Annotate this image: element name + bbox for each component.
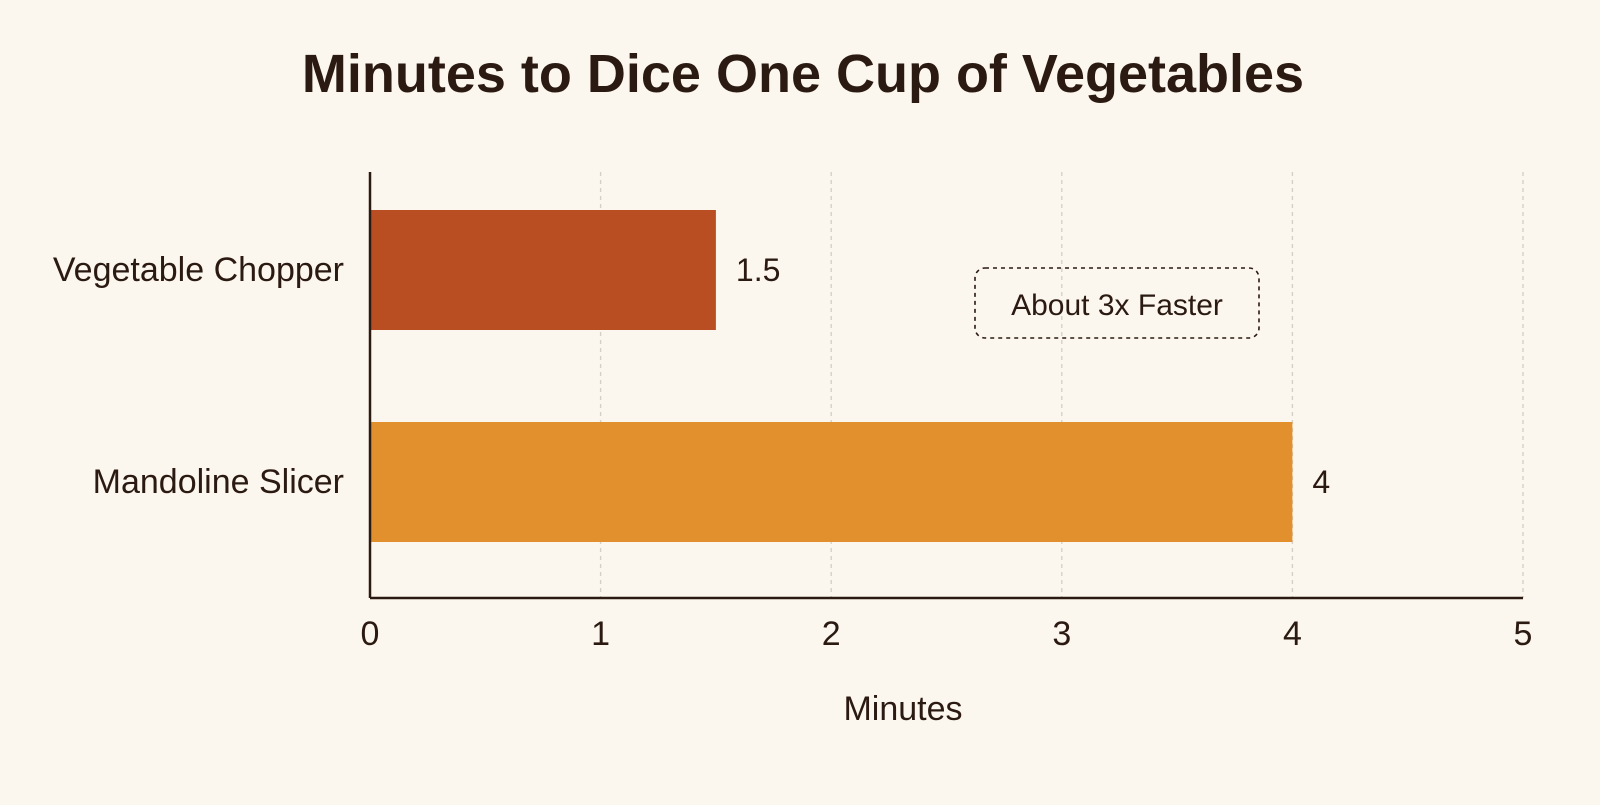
bar-1 [370,422,1293,542]
value-label-0: 1.5 [736,252,780,288]
x-tick-label-1: 1 [591,615,610,653]
value-label-1: 4 [1312,464,1330,500]
annotation-text: About 3x Faster [1011,289,1223,322]
x-tick-label-3: 3 [1052,615,1071,653]
bars [370,210,1293,542]
bar-0 [370,210,716,330]
category-label-1: Mandoline Slicer [93,463,344,501]
chart-title: Minutes to Dice One Cup of Vegetables [302,44,1304,104]
x-tick-label-2: 2 [822,615,841,653]
annotation-box [974,267,1260,339]
labels: Vegetable Chopper 1.5 Mandoline Slicer 4 0 1 2… [53,251,1533,653]
x-tick-label-4: 4 [1283,615,1302,653]
x-axis-label: Minutes [843,690,962,728]
x-tick-label-5: 5 [1514,615,1533,653]
category-label-0: Vegetable Chopper [53,251,344,289]
axes [368,172,1523,600]
annotation-callout: About 3x Faster [974,267,1260,339]
x-tick-label-0: 0 [361,615,380,653]
